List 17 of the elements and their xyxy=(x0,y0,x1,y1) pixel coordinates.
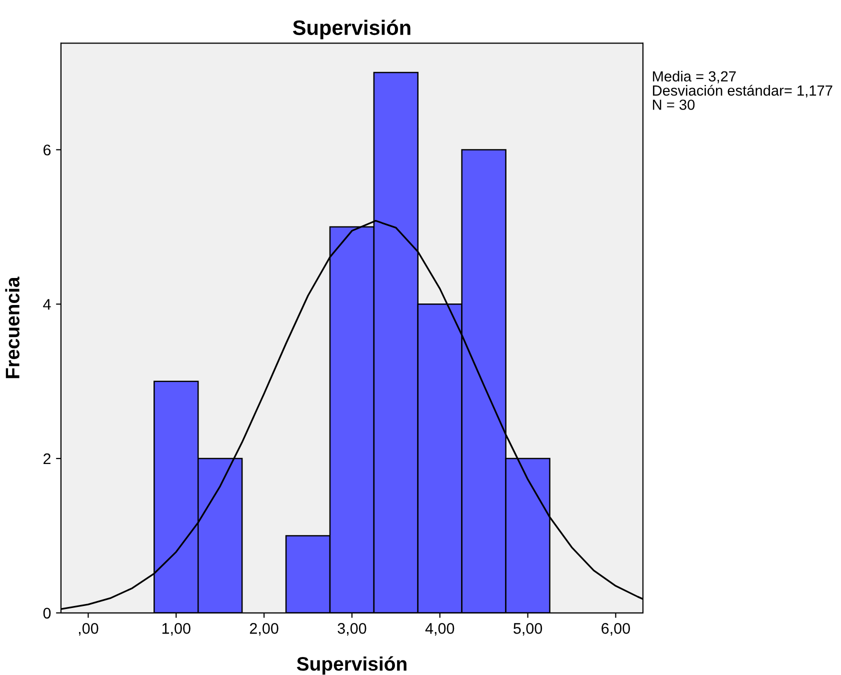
x-tick-label: 3,00 xyxy=(338,623,366,636)
y-tick-label: 0 xyxy=(43,608,51,619)
y-tick-label: 6 xyxy=(44,144,51,156)
x-tick-label: 1,00 xyxy=(162,623,190,636)
y-axis-title: Frecuencia xyxy=(5,276,20,378)
x-tick-label: 5,00 xyxy=(514,623,542,636)
x-tick-label: 6,00 xyxy=(602,623,630,636)
x-tick-label: 4,00 xyxy=(425,623,454,636)
text: Media = 3,27 xyxy=(652,70,736,84)
x-tick-label: 2,00 xyxy=(250,623,278,636)
y-tick-label: 4 xyxy=(43,299,51,310)
text: Desviación estándar= 1,177 xyxy=(652,84,832,98)
x-tick-label: ,00 xyxy=(78,623,98,636)
text: N = 30 xyxy=(652,100,695,110)
x-axis-title: Supervisión xyxy=(296,656,406,675)
y-tick-label: 2 xyxy=(44,453,50,464)
chart-title: Supervisión xyxy=(292,20,410,40)
